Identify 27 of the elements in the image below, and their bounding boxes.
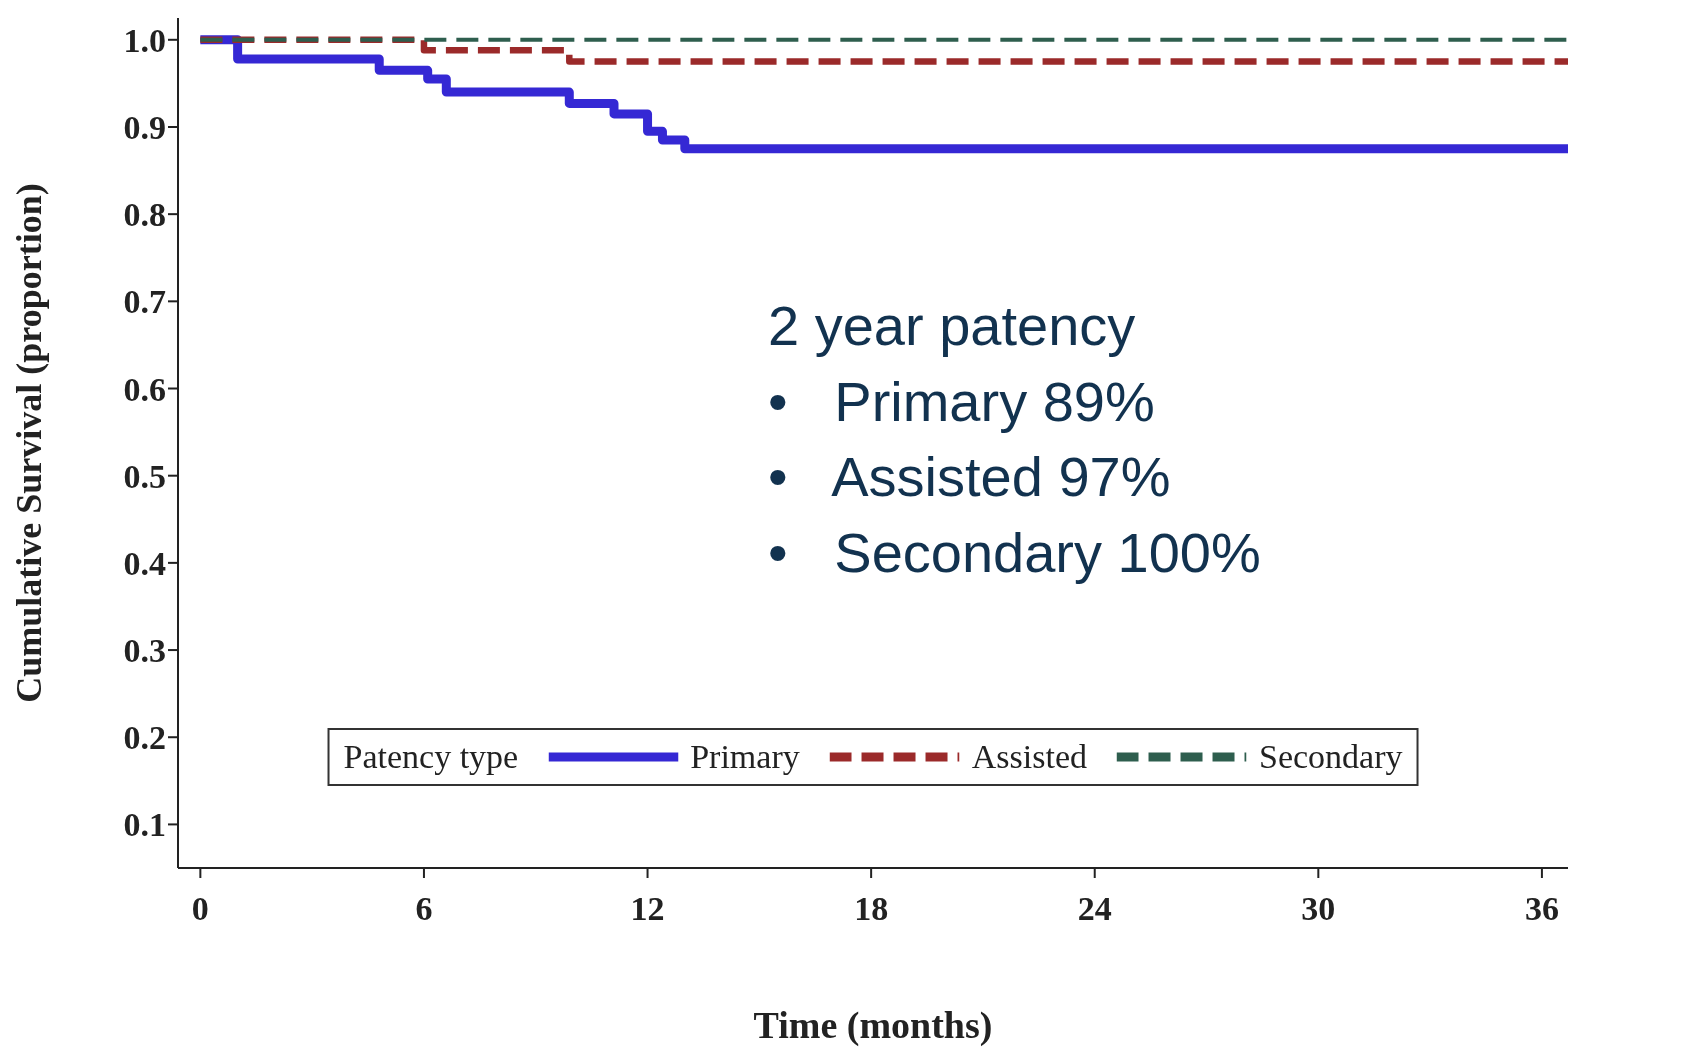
legend-label: Primary [690, 738, 800, 776]
legend-title: Patency type [343, 738, 519, 776]
x-tick-label: 0 [191, 890, 209, 928]
x-axis-title: Time (months) [753, 1004, 993, 1047]
x-tick-label: 18 [854, 890, 889, 928]
legend-label: Assisted [971, 738, 1087, 776]
y-tick-label: 0.6 [123, 370, 166, 408]
y-axis-title: Cumulative Survival (proportion) [8, 183, 49, 703]
x-tick-label: 6 [415, 890, 433, 928]
y-tick-label: 0.2 [123, 719, 166, 757]
y-tick-label: 0.3 [123, 632, 166, 670]
annotation: • Assisted 97% [768, 444, 1172, 511]
legend-label: Secondary [1258, 738, 1403, 776]
x-tick-label: 12 [630, 890, 665, 928]
annotation: 2 year patency [768, 293, 1137, 359]
annotation: • Secondary 100% [768, 519, 1261, 586]
y-tick-label: 0.8 [123, 196, 166, 234]
x-tick-label: 36 [1524, 890, 1559, 928]
y-tick-label: 0.4 [123, 544, 166, 582]
y-tick-label: 1.0 [123, 21, 166, 59]
y-tick-label: 0.1 [123, 806, 166, 844]
annotation: • Primary 89% [768, 368, 1156, 435]
x-tick-label: 24 [1077, 890, 1112, 928]
y-tick-label: 0.5 [123, 457, 166, 495]
y-tick-label: 0.7 [123, 283, 166, 321]
y-tick-label: 0.9 [123, 109, 166, 147]
x-tick-label: 30 [1301, 890, 1336, 928]
